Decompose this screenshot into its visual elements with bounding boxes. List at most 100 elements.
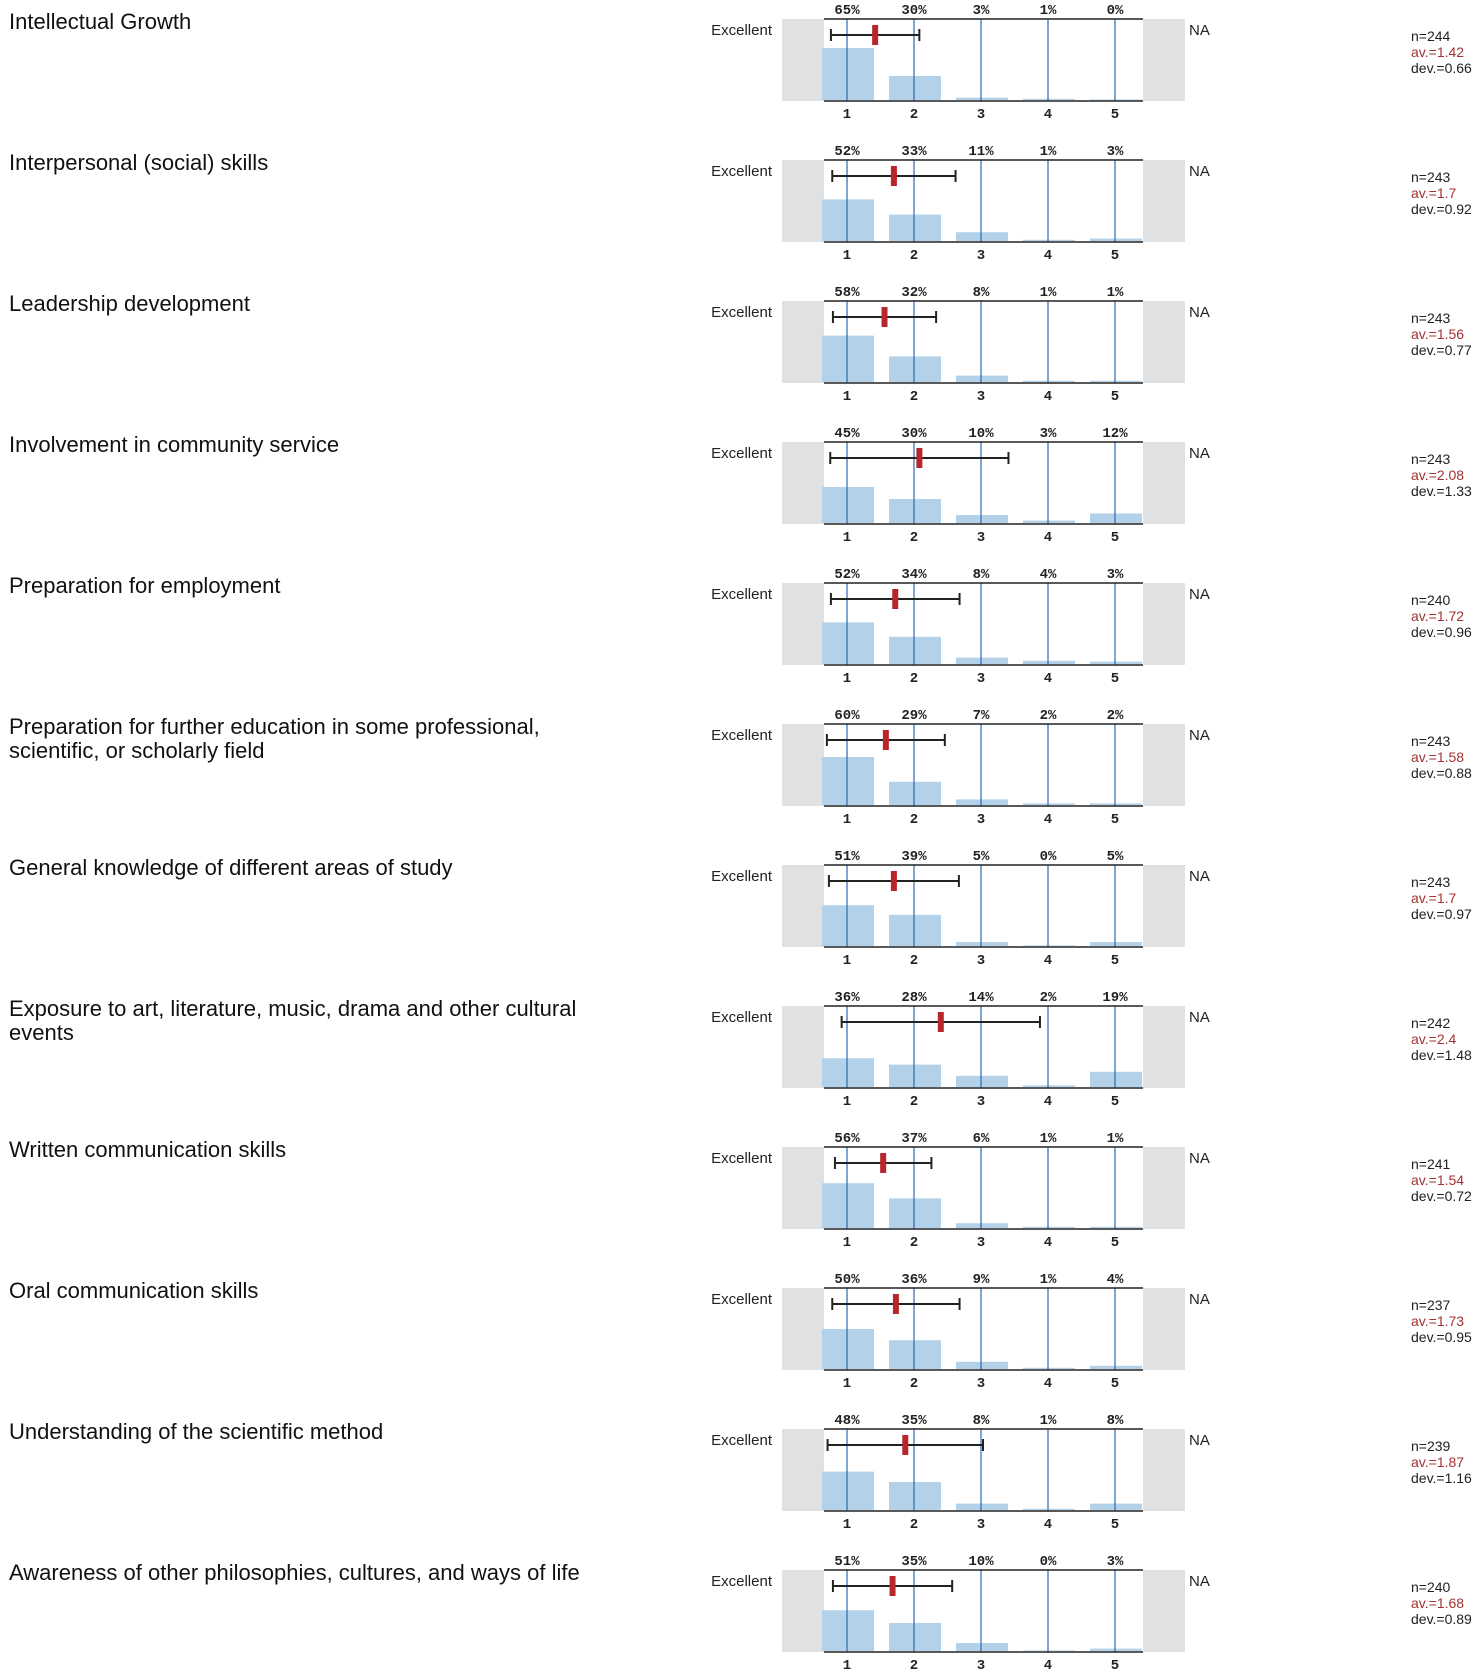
bar-4 bbox=[1023, 239, 1075, 241]
bar-2 bbox=[889, 1482, 941, 1510]
category-tick-label: 4 bbox=[1044, 671, 1052, 687]
percent-label: 36% bbox=[901, 1272, 927, 1288]
bar-1 bbox=[822, 1183, 874, 1228]
bar-1 bbox=[822, 757, 874, 805]
category-tick-label: 4 bbox=[1044, 953, 1052, 969]
bar-4 bbox=[1023, 1508, 1075, 1510]
stat-deviation: dev.=0.96 bbox=[1411, 624, 1472, 640]
mean-marker bbox=[882, 730, 889, 750]
anchor-label-na: NA bbox=[1189, 1573, 1210, 1590]
bar-4 bbox=[1023, 1226, 1075, 1228]
category-tick-label: 3 bbox=[977, 1094, 985, 1110]
anchor-label-na: NA bbox=[1189, 445, 1210, 462]
item-stats: n=242 av.=2.4 dev.=1.48 bbox=[1411, 1015, 1481, 1063]
category-tick-label: 4 bbox=[1044, 1235, 1052, 1251]
percent-label: 4% bbox=[1107, 1272, 1124, 1288]
percent-label: 1% bbox=[1107, 285, 1124, 301]
rating-distribution-chart: Excellent NA 36% 28% 14% 2% 19% 1 2 3 4 5 bbox=[711, 990, 1210, 1110]
category-tick-label: 2 bbox=[910, 953, 918, 969]
bar-3 bbox=[956, 657, 1008, 664]
category-tick-label: 1 bbox=[843, 1376, 851, 1392]
percent-label: 50% bbox=[834, 1272, 860, 1288]
bar-1 bbox=[822, 1610, 874, 1651]
stat-n: n=243 bbox=[1411, 169, 1451, 185]
item-chart: Excellent NA 56% 37% 6% 1% 1% 1 2 3 4 5 bbox=[650, 1128, 1270, 1251]
percent-label: 35% bbox=[901, 1413, 927, 1429]
bar-5 bbox=[1090, 1226, 1142, 1228]
category-tick-label: 1 bbox=[843, 107, 851, 123]
category-tick-label: 5 bbox=[1111, 530, 1119, 546]
category-tick-label: 1 bbox=[843, 953, 851, 969]
bar-3 bbox=[956, 942, 1008, 946]
item-chart: Excellent NA 36% 28% 14% 2% 19% 1 2 3 4 5 bbox=[650, 987, 1270, 1110]
bar-4 bbox=[1023, 1367, 1075, 1369]
item-label: Intellectual Growth bbox=[9, 9, 192, 34]
percent-label: 0% bbox=[1040, 1554, 1057, 1570]
category-tick-label: 3 bbox=[977, 1235, 985, 1251]
item-label: General knowledge of different areas of … bbox=[9, 855, 453, 880]
item-label: Interpersonal (social) skills bbox=[9, 150, 269, 175]
percent-label: 12% bbox=[1102, 426, 1128, 442]
bar-1 bbox=[822, 487, 874, 523]
category-tick-label: 2 bbox=[910, 530, 918, 546]
percent-label: 51% bbox=[834, 849, 860, 865]
mean-marker bbox=[892, 1294, 899, 1314]
mean-marker bbox=[937, 1012, 944, 1032]
category-tick-label: 3 bbox=[977, 107, 985, 123]
stat-deviation: dev.=1.48 bbox=[1411, 1047, 1472, 1063]
category-tick-label: 5 bbox=[1111, 1517, 1119, 1533]
category-tick-label: 4 bbox=[1044, 248, 1052, 264]
percent-label: 51% bbox=[834, 1554, 860, 1570]
percent-label: 1% bbox=[1040, 1131, 1057, 1147]
percent-label: 45% bbox=[834, 426, 860, 442]
percent-label: 29% bbox=[901, 708, 927, 724]
category-tick-label: 4 bbox=[1044, 1517, 1052, 1533]
percent-label: 3% bbox=[973, 3, 990, 19]
item-chart: Excellent NA 45% 30% 10% 3% 12% 1 2 3 4 5 bbox=[650, 423, 1270, 546]
left-anchor-panel bbox=[782, 442, 824, 524]
bar-3 bbox=[956, 1223, 1008, 1228]
mean-marker bbox=[916, 448, 923, 468]
rating-distribution-chart: Excellent NA 45% 30% 10% 3% 12% 1 2 3 4 5 bbox=[711, 426, 1210, 546]
percent-label: 2% bbox=[1040, 708, 1057, 724]
percent-label: 3% bbox=[1040, 426, 1057, 442]
item-label: Oral communication skills bbox=[9, 1278, 259, 1303]
category-tick-label: 4 bbox=[1044, 812, 1052, 828]
item-stats: n=243 av.=2.08 dev.=1.33 bbox=[1411, 451, 1481, 499]
right-anchor-panel bbox=[1143, 724, 1185, 806]
rating-distribution-chart: Excellent NA 58% 32% 8% 1% 1% 1 2 3 4 5 bbox=[711, 285, 1210, 405]
category-tick-label: 2 bbox=[910, 389, 918, 405]
category-tick-label: 5 bbox=[1111, 812, 1119, 828]
category-tick-label: 1 bbox=[843, 1235, 851, 1251]
category-tick-label: 5 bbox=[1111, 248, 1119, 264]
item-stats: n=243 av.=1.7 dev.=0.97 bbox=[1411, 874, 1481, 922]
stat-average: av.=1.7 bbox=[1411, 890, 1457, 906]
bar-2 bbox=[889, 781, 941, 805]
anchor-label-excellent: Excellent bbox=[711, 1573, 773, 1590]
stat-average: av.=1.58 bbox=[1411, 749, 1465, 765]
category-tick-label: 5 bbox=[1111, 671, 1119, 687]
percent-label: 4% bbox=[1040, 567, 1057, 583]
anchor-label-excellent: Excellent bbox=[711, 1432, 773, 1449]
left-anchor-panel bbox=[782, 1570, 824, 1652]
rating-distribution-chart: Excellent NA 50% 36% 9% 1% 4% 1 2 3 4 5 bbox=[711, 1272, 1210, 1392]
category-tick-label: 2 bbox=[910, 107, 918, 123]
bar-5 bbox=[1090, 942, 1142, 946]
stat-average: av.=1.54 bbox=[1411, 1172, 1465, 1188]
percent-label: 5% bbox=[1107, 849, 1124, 865]
category-tick-label: 4 bbox=[1044, 107, 1052, 123]
percent-label: 28% bbox=[901, 990, 927, 1006]
rating-distribution-chart: Excellent NA 65% 30% 3% 1% 0% 1 2 3 4 5 bbox=[711, 3, 1210, 123]
percent-label: 48% bbox=[834, 1413, 860, 1429]
anchor-label-excellent: Excellent bbox=[711, 1009, 773, 1026]
category-tick-label: 1 bbox=[843, 1658, 851, 1674]
left-anchor-panel bbox=[782, 865, 824, 947]
anchor-label-na: NA bbox=[1189, 868, 1210, 885]
category-tick-label: 2 bbox=[910, 812, 918, 828]
category-tick-label: 5 bbox=[1111, 1094, 1119, 1110]
category-tick-label: 4 bbox=[1044, 530, 1052, 546]
stat-n: n=237 bbox=[1411, 1297, 1451, 1313]
item-stats: n=239 av.=1.87 dev.=1.16 bbox=[1411, 1438, 1481, 1486]
bar-1 bbox=[822, 1058, 874, 1087]
